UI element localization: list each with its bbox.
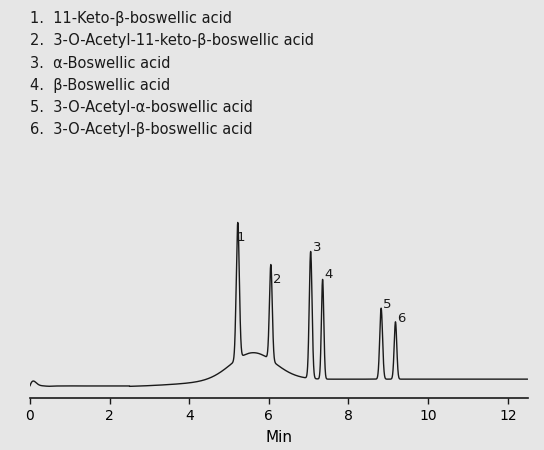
Text: 4: 4 xyxy=(325,268,333,281)
Text: 1.  11-Keto-β-boswellic acid
2.  3-O-Acetyl-11-keto-β-boswellic acid
3.  α-Boswe: 1. 11-Keto-β-boswellic acid 2. 3-O-Acety… xyxy=(30,11,314,137)
Text: 1: 1 xyxy=(236,231,245,244)
X-axis label: Min: Min xyxy=(265,430,292,445)
Text: 6: 6 xyxy=(398,311,406,324)
Text: 5: 5 xyxy=(383,297,392,310)
Text: 3: 3 xyxy=(313,241,321,253)
Text: 2: 2 xyxy=(273,273,281,286)
